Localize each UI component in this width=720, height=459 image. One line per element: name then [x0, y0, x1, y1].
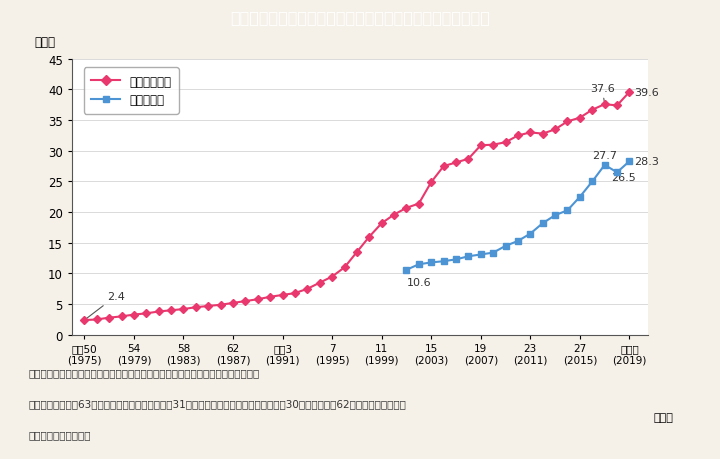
Text: （年）: （年） — [654, 412, 674, 422]
Text: Ｉ－１－５図　国の審議会等における女性委員の割合の推移: Ｉ－１－５図 国の審議会等における女性委員の割合の推移 — [230, 10, 490, 25]
Text: 39.6: 39.6 — [634, 88, 659, 98]
Text: 28.3: 28.3 — [634, 157, 660, 167]
Text: 26.5: 26.5 — [611, 173, 636, 183]
Text: 27.7: 27.7 — [593, 151, 617, 161]
Text: ２．昭和63年から平成６年は，各年３月31日現在。平成７年以降は，各年９月30日現在。昭和62年以前は，年により: ２．昭和63年から平成６年は，各年３月31日現在。平成７年以降は，各年９月30日… — [29, 398, 407, 409]
Text: 2.4: 2.4 — [86, 291, 125, 319]
Text: （％）: （％） — [35, 36, 55, 49]
Text: 37.6: 37.6 — [590, 84, 615, 102]
Text: 10.6: 10.6 — [407, 272, 431, 287]
Text: （備考）１．内閣府「国の審議会等における女性委員の参画状況調べ」より作成。: （備考）１．内閣府「国の審議会等における女性委員の参画状況調べ」より作成。 — [29, 367, 260, 377]
Text: 異なる。: 異なる。 — [29, 430, 91, 440]
Legend: 審議会等委員, 専門委員等: 審議会等委員, 専門委員等 — [84, 68, 179, 114]
